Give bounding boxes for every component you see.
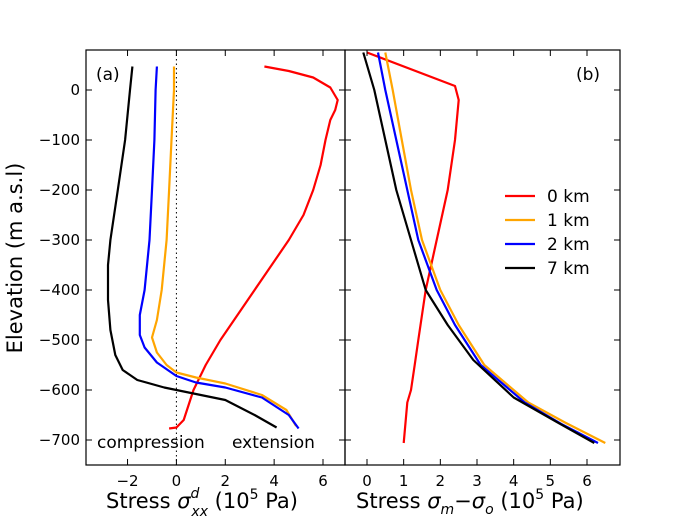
panel-a-tag: (a)	[96, 65, 120, 85]
x-label-b-symbol: σ	[427, 489, 441, 513]
x-label-b-minus: −	[454, 489, 472, 513]
panel-a-series-1-km	[150, 66, 298, 427]
panel-a-series-7-km	[106, 66, 278, 429]
x-label-a-prefix: Stress	[106, 489, 177, 513]
x-tick-label: 6	[582, 472, 592, 490]
panel-b-series-1-km	[384, 52, 606, 444]
x-tick-label: 3	[472, 472, 482, 490]
x-label-b-prefix: Stress	[356, 489, 427, 513]
x-tick-label: 5	[546, 472, 556, 490]
panel-a-series-2-km	[138, 66, 300, 430]
y-tick-label: −700	[39, 431, 80, 449]
legend-label-7-km: 7 km	[547, 259, 590, 279]
panel-b-tag: (b)	[576, 65, 600, 85]
legend: 0 km 1 km 2 km 7 km	[505, 187, 590, 279]
panel-a-annotation-extension: extension	[232, 433, 315, 453]
legend-label-1-km: 1 km	[547, 211, 590, 231]
x-tick-label: 4	[269, 472, 279, 490]
y-tick-label: −500	[39, 331, 80, 349]
x-tick-label: 0	[172, 472, 182, 490]
x-tick-label: −2	[116, 472, 138, 490]
panel-a-series-0-km	[168, 65, 339, 430]
legend-label-0-km: 0 km	[547, 187, 590, 207]
panel-b-series-7-km	[362, 52, 595, 444]
y-tick-label: 0	[70, 81, 80, 99]
y-tick-label: −600	[39, 381, 80, 399]
y-axis-label: Elevation (m a.s.l)	[3, 163, 27, 354]
panel-b: 0 1 2 3 4 5 6 0 km 1 km 2 km 7 km	[344, 49, 621, 490]
y-tick-label: −300	[39, 231, 80, 249]
x-label-b-units-exp: 5	[535, 487, 544, 503]
y-tick-label: −100	[39, 131, 80, 149]
x-tick-label: 0	[362, 472, 372, 490]
y-tick-label: −400	[39, 281, 80, 299]
x-label-a-units-end: Pa)	[259, 489, 298, 513]
x-label-a-sub: xx	[190, 504, 208, 517]
x-label-b-units: (10	[494, 489, 536, 513]
x-label-b-symbol2: σ	[472, 489, 486, 513]
y-tick-label: −200	[39, 181, 80, 199]
panel-a-frame	[85, 49, 346, 466]
x-label-a-units: (10	[208, 489, 250, 513]
panel-a-annotation-compression: compression	[97, 433, 205, 453]
x-tick-label: 2	[436, 472, 446, 490]
x-tick-label: 4	[509, 472, 519, 490]
x-label-b-sub: m	[441, 502, 455, 517]
x-label-b-units-end: Pa)	[544, 489, 583, 513]
panel-b-frame	[344, 49, 621, 466]
panel-b-x-axis-label: Stress σm−σo (105 Pa)	[356, 487, 584, 517]
x-label-a-symbol: σ	[177, 489, 191, 513]
x-label-a-units-exp: 5	[250, 487, 259, 503]
x-label-b-sub2: o	[485, 502, 494, 517]
x-tick-label: 2	[221, 472, 231, 490]
legend-label-2-km: 2 km	[547, 235, 590, 255]
x-tick-label: 6	[318, 472, 328, 490]
x-tick-label: 1	[399, 472, 409, 490]
panel-a-x-axis-label: Stress σd xx (105 Pa)	[106, 486, 298, 517]
panel-a: −2 0 2 4 6 0 −100 −200 −300 −400 −500 −600 −700	[39, 49, 346, 490]
x-label-a-sup: d	[191, 486, 200, 502]
